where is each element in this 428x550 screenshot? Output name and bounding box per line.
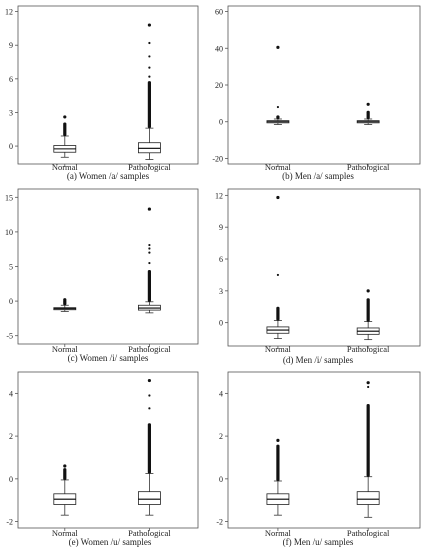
outlier-point [148, 55, 151, 58]
max-outlier-point [63, 115, 67, 119]
plot-frame [227, 371, 421, 529]
y-tick-label: 2 [9, 432, 13, 441]
x-tick-label: Normal [265, 528, 292, 538]
panel-women-i: (c) Women /i/ samples -5 0 5 10 15 Normal Path… [5, 188, 199, 363]
x-tick-label: Normal [265, 162, 292, 172]
y-tick-label: 0 [9, 142, 13, 151]
outlier-cluster [147, 423, 151, 474]
y-tick-label: 4 [9, 389, 13, 398]
x-tick-label: Normal [52, 528, 79, 538]
y-tick-label: 12 [5, 8, 13, 17]
iqr-box [137, 142, 161, 154]
y-tick-label: 3 [9, 108, 13, 117]
max-outlier-point [63, 464, 67, 468]
y-tick-label: 6 [219, 255, 223, 264]
plot-frame [17, 5, 199, 165]
x-tick-label: Pathological [128, 344, 171, 354]
y-tick-label: 0 [9, 297, 13, 306]
x-tick-label: Normal [52, 344, 79, 354]
max-outlier-point [147, 207, 151, 211]
y-tick-label: 5 [9, 263, 13, 272]
outlier-point [148, 251, 151, 254]
outlier-point [148, 394, 151, 397]
panel-caption: (c) Women /i/ samples [68, 353, 149, 363]
y-tick-label: 40 [215, 44, 223, 53]
y-tick-label: 15 [5, 193, 13, 202]
outlier-cluster [147, 269, 151, 302]
panel-caption: (a) Women /a/ samples [67, 171, 150, 181]
outlier-cluster [276, 115, 280, 119]
outlier-point [148, 407, 151, 410]
y-tick-label: 6 [9, 75, 13, 84]
outlier-cluster [63, 468, 67, 480]
iqr-box [356, 491, 380, 505]
outlier-point [148, 261, 151, 265]
outlier-point [367, 385, 370, 389]
plot-frame [17, 188, 199, 345]
panel-men-a: (b) Men /a/ samples -20 0 20 40 60 Normal Path… [212, 5, 421, 181]
max-outlier-point [366, 381, 370, 385]
y-tick-label: 3 [219, 287, 223, 296]
panel-caption: (b) Men /a/ samples [282, 171, 354, 181]
x-tick-label: Pathological [347, 162, 390, 172]
outlier-cluster [276, 306, 280, 321]
outlier-cluster [147, 81, 151, 129]
outlier-point [148, 243, 151, 247]
y-tick-label: -5 [6, 332, 13, 341]
panel-women-a: (a) Women /a/ samples 0 3 6 9 12 Normal Pathol… [5, 5, 199, 181]
outlier-point [148, 75, 151, 78]
plot-frame [17, 371, 199, 529]
x-tick-label: Normal [52, 162, 79, 172]
outlier-cluster [366, 298, 370, 322]
plot-frame [227, 188, 421, 347]
max-outlier-point [276, 45, 280, 49]
y-tick-label: -2 [216, 518, 223, 527]
iqr-box [137, 491, 161, 505]
panel-men-u: (f) Men /u/ samples -2 0 2 4 Normal Pathologi… [216, 371, 421, 547]
panel-women-u: (e) Women /u/ samples -2 0 2 4 Normal Patholo… [6, 371, 199, 547]
y-tick-label: 4 [219, 389, 223, 398]
y-tick-label: 0 [219, 475, 223, 484]
panel-men-i: (d) Men /i/ samples 0 3 6 9 12 Normal Patholog… [215, 188, 421, 365]
max-outlier-point [276, 195, 280, 200]
outlier-cluster [276, 444, 280, 481]
max-outlier-point [366, 289, 370, 293]
y-tick-label: -20 [212, 154, 223, 163]
y-tick-label: 2 [219, 432, 223, 441]
outlier-cluster [366, 404, 370, 477]
x-tick-label: Normal [265, 344, 292, 354]
max-outlier-point [63, 298, 67, 302]
outlier-point [276, 105, 280, 109]
x-tick-label: Pathological [128, 528, 171, 538]
panel-caption: (e) Women /u/ samples [69, 537, 152, 547]
y-tick-label: -2 [6, 518, 13, 527]
x-tick-label: Pathological [347, 344, 390, 354]
x-tick-label: Pathological [128, 162, 171, 172]
y-tick-label: 12 [215, 191, 223, 200]
max-outlier-point [366, 102, 370, 106]
max-outlier-point [147, 23, 151, 27]
y-tick-label: 20 [215, 81, 223, 90]
outlier-cluster [366, 110, 370, 119]
y-tick-label: 0 [219, 118, 223, 127]
panel-caption: (d) Men /i/ samples [283, 355, 354, 365]
panel-caption: (f) Men /u/ samples [283, 537, 354, 547]
outlier-point [148, 41, 151, 45]
outlier-point [148, 66, 151, 69]
x-tick-label: Pathological [347, 528, 390, 538]
y-tick-label: 60 [215, 8, 223, 17]
outlier-point [148, 247, 151, 250]
outlier-point [276, 273, 280, 277]
y-tick-label: 9 [9, 41, 13, 50]
y-tick-label: 9 [219, 223, 223, 232]
plot-frame [227, 5, 421, 165]
y-tick-label: 10 [5, 228, 13, 237]
y-tick-label: 0 [9, 475, 13, 484]
outlier-cluster [63, 122, 67, 136]
y-tick-label: 0 [219, 319, 223, 328]
max-outlier-point [147, 378, 151, 383]
max-outlier-point [276, 438, 280, 442]
